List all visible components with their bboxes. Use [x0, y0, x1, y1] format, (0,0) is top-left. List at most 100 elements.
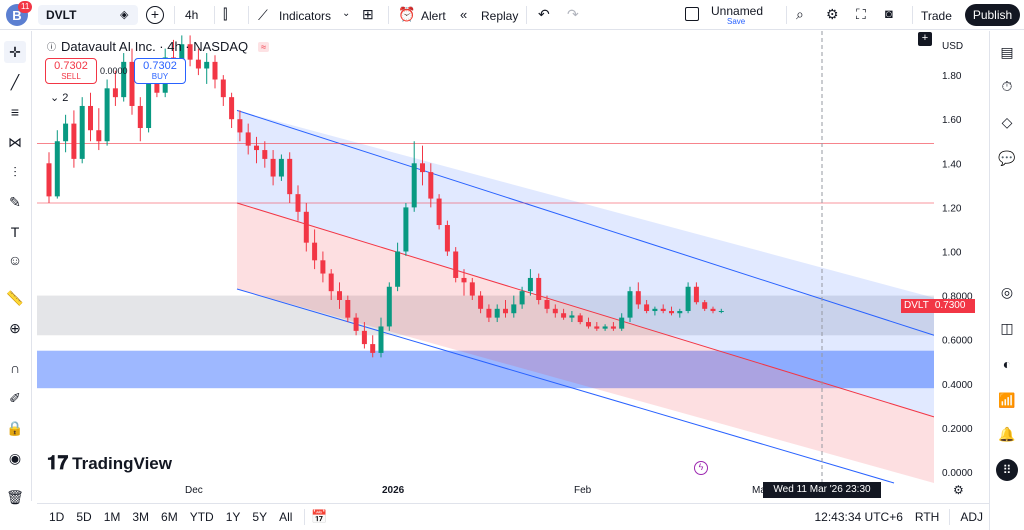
channel-bottom-line[interactable]	[236, 288, 895, 484]
candle-body	[702, 302, 708, 309]
crosshair-time-label: Wed 11 Mar '26 23:30	[763, 482, 881, 498]
lock-drawings-icon[interactable]: ✐	[9, 389, 21, 406]
compare-symbol-icon[interactable]: +	[146, 6, 164, 24]
replay-button[interactable]: Replay	[481, 9, 519, 23]
more-apps-icon[interactable]: ⠿	[996, 459, 1018, 481]
buy-button[interactable]: 0.7302 BUY	[134, 58, 186, 84]
indicator-collapse-toggle[interactable]: ⌄ 2	[50, 91, 68, 104]
pattern-icon[interactable]: ⋈	[8, 133, 22, 150]
chevron-down-icon: ⌄	[50, 92, 60, 104]
range-button-ytd[interactable]: YTD	[189, 510, 214, 524]
emoji-icon[interactable]: ☺	[7, 252, 23, 268]
price-chart[interactable]: USD 1.80 1.60 1.40 1.20 1.00 0.8000 0.6000 0.400…	[37, 31, 989, 501]
chart-pane[interactable]: USD 1.80 1.60 1.40 1.20 1.00 0.8000 0.6000 0.400…	[37, 31, 989, 501]
candle-body	[627, 291, 633, 318]
add-alert-plus-icon[interactable]: +	[918, 32, 932, 46]
candle-body	[403, 207, 409, 252]
watchlist-icon[interactable]: ▤	[1000, 43, 1014, 60]
fib-retracement-icon[interactable]: ≡	[10, 104, 20, 120]
buy-price: 0.7302	[143, 60, 177, 72]
quick-search-icon[interactable]: ⌕	[796, 6, 804, 22]
range-button-5d[interactable]: 5D	[76, 510, 92, 524]
range-button-1m[interactable]: 1M	[103, 510, 121, 524]
bottom-toolbar: 1D 5D 1M 3M 6M YTD 1Y 5Y All 📅 12:43:34 UTC+6 RT…	[37, 503, 989, 530]
goto-date-calendar-icon[interactable]: 📅	[311, 509, 328, 524]
adjust-data-button[interactable]: ADJ	[960, 510, 983, 524]
toolbar-divider	[949, 509, 951, 525]
price-axis-currency[interactable]: USD	[942, 41, 963, 52]
redo-icon[interactable]: ↷	[567, 6, 579, 22]
parallel-channel-upper[interactable]	[237, 110, 934, 417]
candle-type-icon[interactable]: ⫿	[223, 6, 228, 22]
eye-icon[interactable]: ◉	[8, 449, 22, 466]
layout-checkbox-icon[interactable]	[685, 7, 699, 21]
range-button-1d[interactable]: 1D	[49, 510, 65, 524]
channel-mid-line[interactable]	[236, 202, 935, 418]
notifications-bell-icon[interactable]: 🔔	[998, 425, 1016, 442]
candle-body	[71, 123, 77, 159]
forecast-icon[interactable]: ⫶	[13, 163, 17, 180]
alert-button[interactable]: Alert	[421, 9, 446, 23]
range-button-1y[interactable]: 1Y	[225, 510, 241, 524]
range-button-3m[interactable]: 3M	[132, 510, 150, 524]
trade-button[interactable]: Trade	[921, 9, 952, 23]
candle-body	[295, 194, 301, 212]
replay-icon[interactable]: «	[460, 7, 468, 22]
market-status-icon[interactable]: ≈	[258, 41, 270, 52]
channel-top-line[interactable]	[236, 109, 935, 336]
candle-body	[469, 282, 475, 296]
price-axis-background[interactable]	[934, 31, 989, 501]
calendar-icon[interactable]: ◫	[1000, 319, 1014, 336]
alerts-clock-icon[interactable]: ⏱	[1001, 77, 1013, 94]
range-button-6m[interactable]: 6M	[161, 510, 178, 524]
sell-button[interactable]: 0.7302 SELL	[45, 58, 97, 84]
session-button[interactable]: RTH	[914, 510, 940, 524]
text-tool-icon[interactable]: T	[10, 224, 20, 240]
layers-icon[interactable]: ◇	[1001, 113, 1013, 130]
price-axis-tick: 0.0000	[942, 468, 973, 479]
undo-icon[interactable]: ↶	[538, 6, 550, 22]
axis-settings-gear-icon[interactable]: ⚙	[953, 483, 964, 497]
range-button-5y[interactable]: 5Y	[252, 510, 268, 524]
toolbar-divider	[214, 6, 215, 24]
indicators-icon[interactable]: ⟋	[258, 7, 268, 23]
trash-icon[interactable]: 🗑	[6, 488, 24, 505]
layout-name[interactable]: Unnamed	[711, 4, 764, 18]
chevron-down-icon[interactable]: ⌄	[342, 8, 351, 19]
broadcast-icon[interactable]: 📶	[998, 391, 1016, 408]
brush-icon[interactable]: ✎	[9, 193, 21, 210]
parallel-channel-lower[interactable]	[237, 202, 934, 484]
fullscreen-icon[interactable]: ⛶	[856, 6, 866, 22]
grey-price-zone[interactable]	[37, 295, 934, 336]
toolbar-divider	[248, 6, 249, 24]
symbol-search[interactable]: DVLT	[38, 5, 138, 25]
zoom-in-icon[interactable]: ⊕	[9, 319, 21, 336]
event-lightning-icon[interactable]: ϟ	[694, 461, 708, 475]
crosshair-icon[interactable]: ✛	[4, 41, 26, 63]
magnet-icon[interactable]: ∩	[9, 360, 21, 376]
settings-gear-icon[interactable]: ⚙	[826, 6, 839, 22]
candle-body	[669, 311, 674, 314]
camera-snapshot-icon[interactable]: ◙	[885, 6, 893, 21]
indicators-button[interactable]: Indicators	[279, 9, 332, 23]
ruler-icon[interactable]: 📏	[6, 289, 24, 306]
blue-price-zone[interactable]	[37, 350, 934, 389]
lock-icon[interactable]: 🔒	[6, 419, 24, 436]
chart-legend-title[interactable]: ⓘ Datavault AI Inc. · 4h · NASDAQ ≈	[47, 39, 270, 54]
layout-grid-icon[interactable]: ⊞	[362, 6, 374, 22]
candle-body	[478, 295, 484, 309]
utc-clock[interactable]: 12:43:34 UTC+6	[814, 510, 903, 524]
chat-icon[interactable]: 💬	[998, 149, 1016, 166]
ideas-icon[interactable]: ◐	[1002, 356, 1012, 372]
watchlist-icon[interactable]: ◈	[120, 9, 129, 21]
candle-body	[536, 277, 542, 300]
publish-button[interactable]: Publish	[965, 4, 1020, 26]
candle-body	[594, 326, 600, 329]
candle-body	[278, 158, 284, 177]
layout-save-status[interactable]: Save	[727, 17, 746, 26]
alarm-clock-icon[interactable]: ⏰	[398, 6, 416, 22]
trend-line-icon[interactable]: ╱	[10, 73, 20, 90]
range-button-all[interactable]: All	[279, 510, 293, 524]
screener-icon[interactable]: ◎	[1000, 283, 1014, 300]
interval-button[interactable]: 4h	[185, 8, 199, 22]
